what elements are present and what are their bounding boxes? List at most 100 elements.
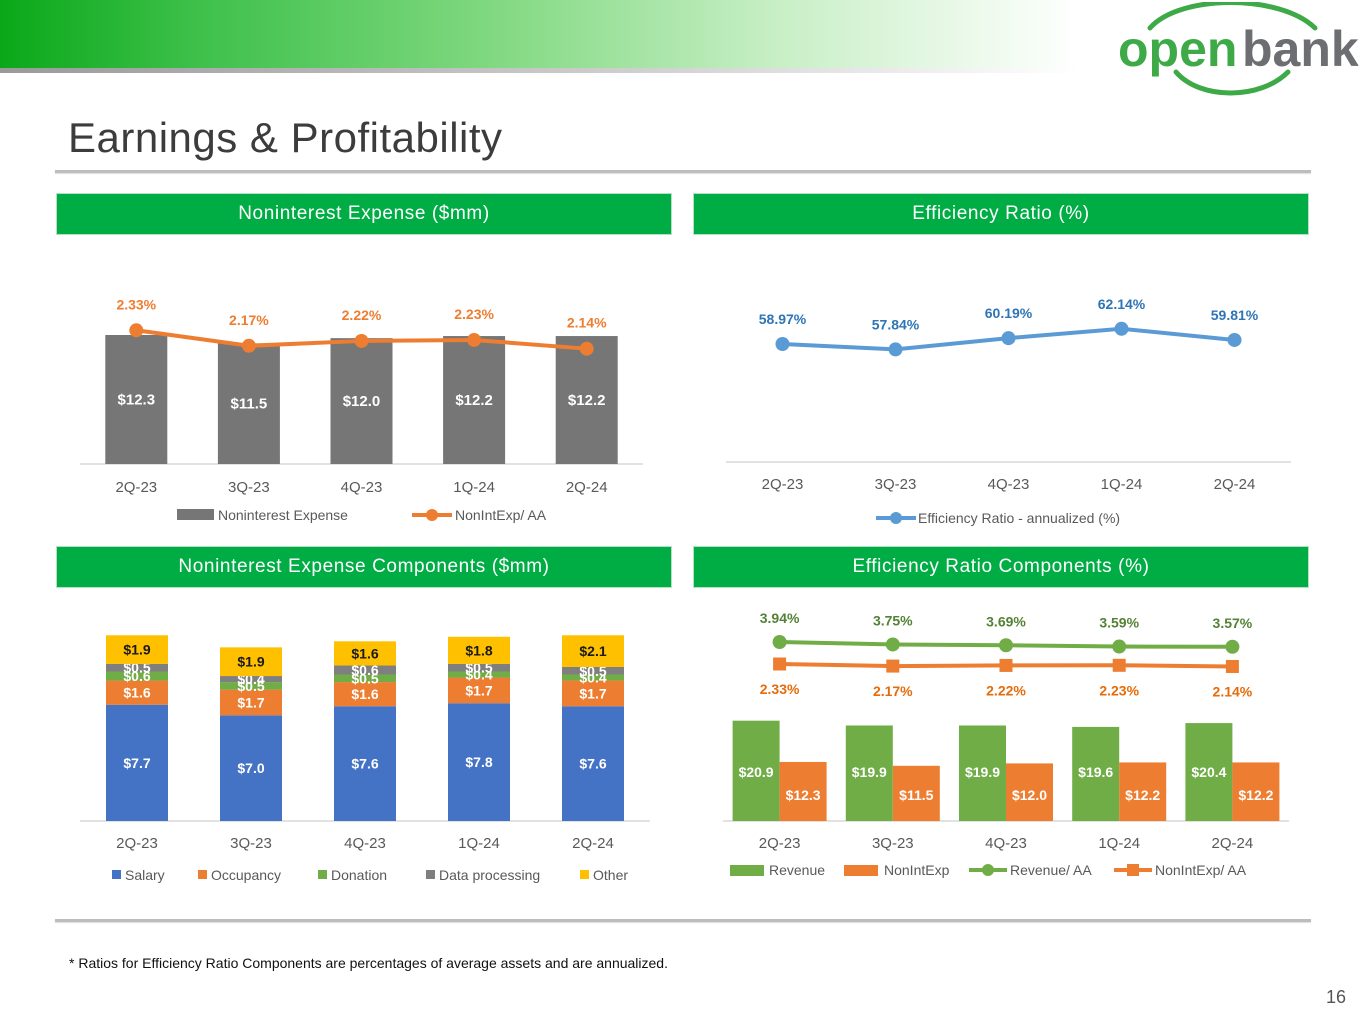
- bar-segment-data-processing: [562, 666, 624, 675]
- category-label: 4Q-23: [985, 835, 1027, 852]
- category-label: 1Q-24: [1098, 835, 1140, 852]
- category-label: 2Q-23: [115, 479, 157, 496]
- bar-nonintexp: [779, 761, 827, 821]
- line-value-label: 3.69%: [986, 613, 1026, 629]
- legend-label: Occupancy: [211, 867, 281, 883]
- category-label: 2Q-24: [1212, 835, 1254, 852]
- bar-segment-donation: [334, 674, 396, 683]
- bar-segment-donation: [448, 671, 510, 678]
- line-value-label: 3.57%: [1213, 615, 1253, 631]
- line-point-nonintexp-aa: [773, 657, 787, 671]
- title-divider: [55, 170, 1311, 173]
- segment-value-label: $1.7: [465, 682, 492, 698]
- segment-value-label: $1.6: [123, 685, 150, 701]
- line-point-revenue-aa: [885, 637, 900, 652]
- line-point-efficiency-ratio: [1227, 332, 1242, 347]
- page-title: Earnings & Profitability: [68, 114, 503, 161]
- line-point-efficiency-ratio: [888, 342, 903, 357]
- line-value-label: 57.84%: [872, 316, 920, 332]
- legend-label: Noninterest Expense: [218, 507, 348, 523]
- category-label: 3Q-23: [228, 479, 270, 496]
- bar-value-label: $12.0: [343, 393, 381, 410]
- category-label: 1Q-24: [458, 835, 500, 852]
- category-label: 2Q-24: [572, 835, 614, 852]
- line-point-efficiency-ratio: [775, 337, 790, 351]
- category-label: 2Q-24: [1214, 476, 1256, 493]
- line-value-label: 3.59%: [1099, 615, 1139, 631]
- category-label: 3Q-23: [230, 835, 272, 852]
- bar-nonintexp: [1232, 762, 1280, 821]
- legend-label: Salary: [125, 867, 165, 883]
- category-label: 1Q-24: [453, 479, 495, 496]
- bar-segment-data-processing: [334, 665, 396, 675]
- bar-value-label: $19.9: [852, 764, 887, 780]
- bar-value-label: $12.0: [1012, 787, 1047, 803]
- segment-value-label: $1.7: [237, 694, 264, 710]
- bar-segment-salary: [448, 703, 510, 821]
- category-label: 2Q-24: [566, 479, 608, 496]
- bar-segment-salary: [220, 715, 282, 821]
- bar-value-label: $12.2: [1238, 787, 1273, 803]
- line-point-revenue-aa: [1112, 639, 1127, 654]
- line-value-label: 3.94%: [760, 610, 800, 626]
- bar-value-label: $11.5: [899, 787, 933, 803]
- segment-value-label: $7.6: [579, 756, 606, 772]
- bar-segment-occupancy: [106, 680, 168, 705]
- chart-efficiency-ratio: 58.97% 57.84% 60.19% 62.14% 59.81% 2Q-23 3Q-23…: [726, 296, 1291, 526]
- bar-segment-data-processing: [448, 663, 510, 672]
- line-value-label: 58.97%: [759, 311, 807, 327]
- legend-marker-nonintexp-aa: [1127, 864, 1139, 876]
- bar-nonintexp: [1006, 763, 1053, 821]
- line-value-label: 2.14%: [567, 315, 607, 331]
- page-number: 16: [1326, 987, 1347, 1007]
- line-point-nonintexp-aa: [999, 658, 1013, 672]
- bar-revenue: [959, 725, 1006, 821]
- bar-value-label: $19.6: [1078, 764, 1113, 780]
- legend-swatch-revenue: [730, 865, 764, 876]
- segment-value-label: $1.9: [123, 642, 150, 658]
- bar-value-label: $12.2: [455, 392, 493, 409]
- panel-header-efficiency-ratio: Efficiency Ratio (%): [694, 194, 1308, 234]
- segment-value-label: $1.6: [351, 645, 378, 661]
- bar-segment-other: [334, 641, 396, 666]
- category-label: 4Q-23: [344, 835, 386, 852]
- line-point-nonintexp-aa: [241, 338, 256, 353]
- bar-segment-other: [448, 636, 510, 664]
- line-point-efficiency-ratio: [1001, 331, 1016, 346]
- line-point-nonintexp-aa: [1225, 659, 1239, 673]
- bar-segment-salary: [106, 704, 168, 821]
- line-point-nonintexp-aa: [354, 333, 369, 348]
- legend-label: NonIntExp/ AA: [1155, 862, 1247, 878]
- bar-noninterest-expense: [217, 343, 280, 464]
- legend-label: Donation: [331, 867, 387, 883]
- line-value-label: 2.17%: [229, 312, 269, 328]
- bar-segment-donation: [220, 682, 282, 690]
- panel-header-expense-components: Noninterest Expense Components ($mm): [57, 547, 671, 587]
- bar-revenue: [1072, 726, 1120, 821]
- segment-value-label: $0.6: [123, 668, 150, 684]
- line-value-label: 59.81%: [1211, 307, 1259, 323]
- bar-segment-data-processing: [220, 676, 282, 683]
- bar-revenue: [732, 720, 780, 821]
- legend-label: Other: [593, 867, 628, 883]
- bar-segment-occupancy: [448, 677, 510, 704]
- bar-revenue: [1185, 723, 1233, 821]
- logo-text-open: open: [1118, 21, 1237, 77]
- line-value-label: 60.19%: [985, 305, 1033, 321]
- line-point-nonintexp-aa: [467, 332, 482, 347]
- category-label: 2Q-23: [762, 476, 804, 493]
- segment-value-label: $0.6: [351, 662, 378, 678]
- bar-segment-donation: [562, 674, 624, 681]
- bar-value-label: $20.9: [739, 764, 774, 780]
- line-value-label: 2.22%: [986, 682, 1026, 698]
- category-label: 3Q-23: [872, 835, 914, 852]
- line-value-label: 2.22%: [342, 307, 382, 323]
- legend-marker-efficiency-ratio: [890, 512, 902, 524]
- line-value-label: 62.14%: [1098, 296, 1146, 312]
- chart-efficiency-components: $20.9 $12.3 $19.9 $11.5 $19.9 $12.0 $19.6 $12.2…: [723, 610, 1289, 878]
- segment-value-label: $1.8: [465, 642, 492, 658]
- bar-value-label: $12.2: [1125, 787, 1160, 803]
- legend-label: Data processing: [439, 867, 540, 883]
- category-label: 1Q-24: [1101, 476, 1143, 493]
- header-band-shadow: [0, 68, 1080, 73]
